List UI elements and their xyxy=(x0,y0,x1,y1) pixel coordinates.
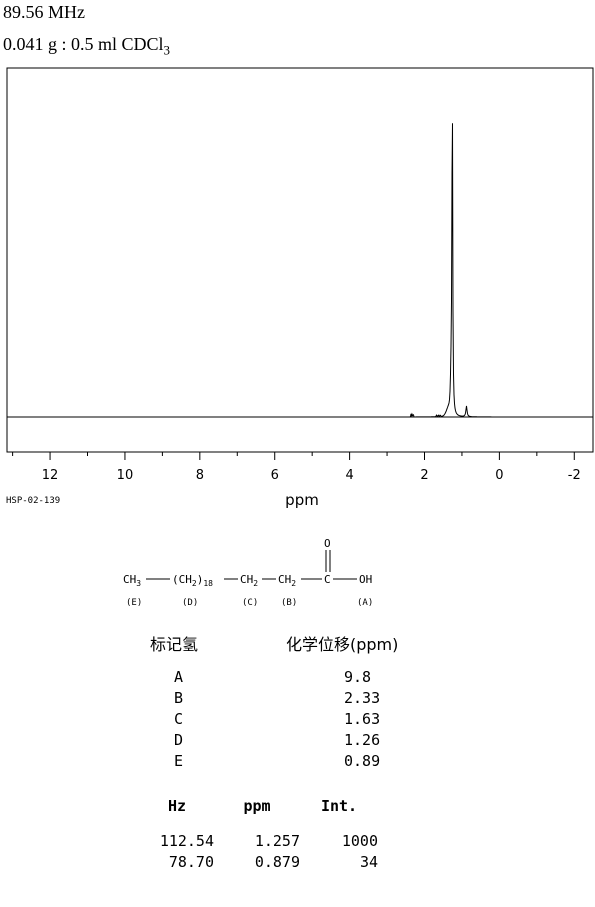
table-row: A 9.8 xyxy=(160,666,380,687)
x-axis-label: ppm xyxy=(285,491,319,509)
peak-ppm: 1.257 xyxy=(254,831,300,850)
assignment-label: A xyxy=(174,667,184,686)
assignment-label: E xyxy=(174,751,184,770)
struct-label-d: (D) xyxy=(182,598,198,608)
assignment-shift: 2.33 xyxy=(344,688,381,707)
table-row: D 1.26 xyxy=(160,729,380,750)
assignment-label: D xyxy=(174,730,184,749)
struct-label-b: (B) xyxy=(281,598,297,608)
struct-ch2-c: CH2 xyxy=(240,573,258,588)
table-row: 112.54 1.257 1000 xyxy=(140,830,378,851)
assignment-shift: 9.8 xyxy=(344,667,372,686)
x-axis-ticks xyxy=(12,452,575,460)
sample-subscript: 3 xyxy=(163,42,171,58)
assignment-label: C xyxy=(174,709,184,728)
x-tick-label: 12 xyxy=(42,468,59,483)
struct-label-c: (C) xyxy=(242,598,258,608)
assignment-shift: 1.63 xyxy=(344,709,381,728)
peak-int: 1000 xyxy=(341,831,378,850)
plot-frame xyxy=(6,67,594,453)
sample-label: 0.041 g : 0.5 ml CDCl3 xyxy=(3,34,170,59)
peak-ppm: 0.879 xyxy=(254,852,300,871)
struct-ch2-b: CH2 xyxy=(278,573,296,588)
peak-hz: 112.54 xyxy=(159,831,214,850)
spectrum-trace xyxy=(7,123,593,418)
frequency-label: 89.56 MHz xyxy=(3,2,85,22)
assignment-label: B xyxy=(174,688,184,707)
assignment-header-label: 标记氢 xyxy=(150,635,199,654)
x-tick-label: 2 xyxy=(420,468,428,483)
struct-ch2-chain: (CH2)18 xyxy=(172,573,213,588)
peak-int: 34 xyxy=(359,852,378,871)
x-tick-label: 8 xyxy=(196,468,204,483)
peak-header-hz: Hz xyxy=(167,797,187,815)
assignment-shift: 1.26 xyxy=(344,730,381,749)
struct-carbonyl-o: O xyxy=(324,537,331,550)
peak-header-int: Int. xyxy=(320,797,358,815)
struct-label-e: (E) xyxy=(126,598,142,608)
spectrum-code: HSP-02-139 xyxy=(6,496,61,506)
peak-hz: 78.70 xyxy=(168,852,214,871)
x-tick-label: -2 xyxy=(568,468,581,483)
nmr-spectrum-chart: 12 10 8 6 4 2 0 -2 xyxy=(6,67,594,483)
assignment-shift: 0.89 xyxy=(344,751,381,770)
struct-ch3: CH3 xyxy=(123,573,141,588)
table-row: C 1.63 xyxy=(160,708,380,729)
molecular-structure: CH3 (CH2)18 CH2 CH2 C O OH (E) (D) (C) (… xyxy=(123,537,373,608)
struct-carbonyl-c: C xyxy=(324,573,331,586)
peak-table-header: Hz ppm Int. xyxy=(140,794,378,818)
assignment-table: A 9.8 B 2.33 C 1.63 D 1.26 E 0.89 xyxy=(160,666,380,771)
table-row: E 0.89 xyxy=(160,750,380,771)
x-tick-label: 0 xyxy=(495,468,503,483)
peak-header-ppm: ppm xyxy=(243,797,271,815)
x-tick-label: 4 xyxy=(345,468,353,483)
x-tick-label: 10 xyxy=(117,468,134,483)
struct-label-a: (A) xyxy=(357,598,373,608)
peak-table: Hz ppm Int. 112.54 1.257 1000 78.70 0.87… xyxy=(140,794,378,872)
x-tick-label: 6 xyxy=(271,468,279,483)
assignment-header-shift: 化学位移(ppm) xyxy=(286,635,399,654)
sample-main: 0.041 g : 0.5 ml CDCl xyxy=(3,34,164,54)
table-row: 78.70 0.879 34 xyxy=(140,851,378,872)
x-axis-tick-labels: 12 10 8 6 4 2 0 -2 xyxy=(42,468,581,483)
struct-oh: OH xyxy=(359,573,372,586)
table-row: B 2.33 xyxy=(160,687,380,708)
